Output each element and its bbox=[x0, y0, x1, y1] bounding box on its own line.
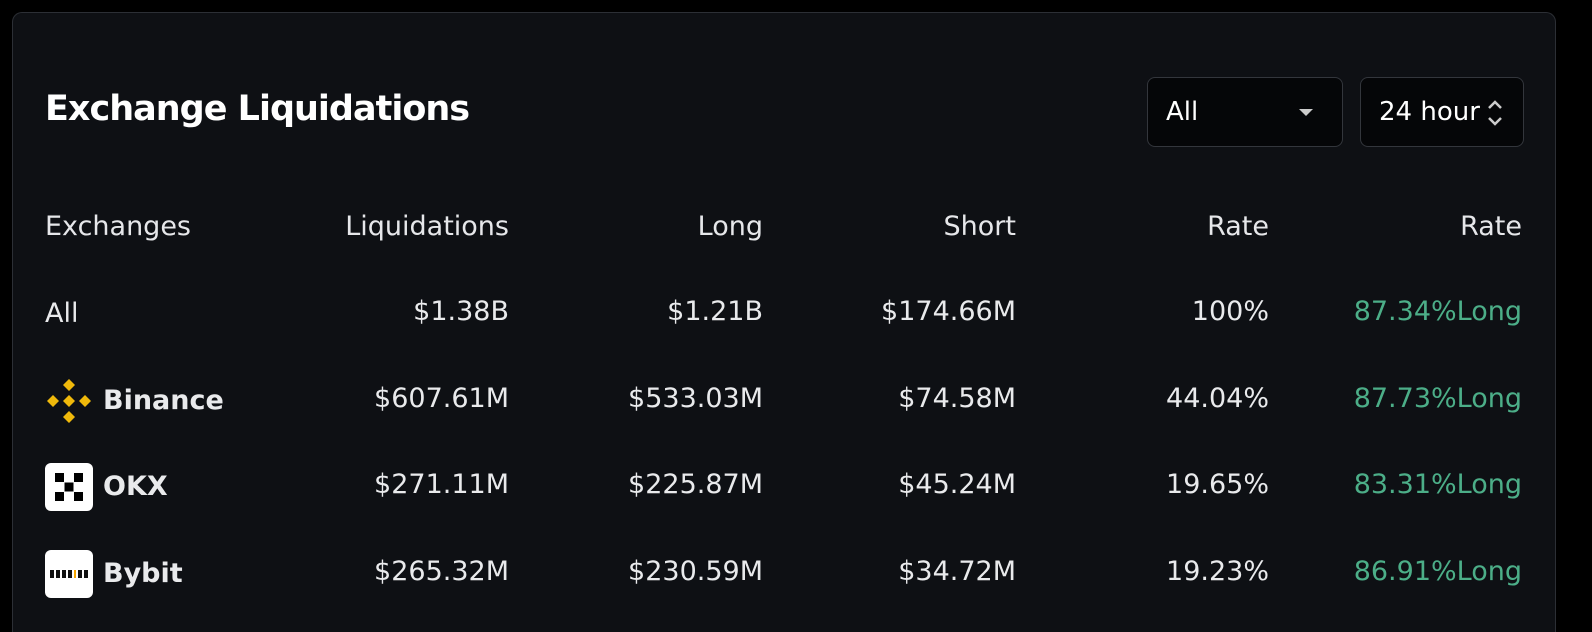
spinner-icon bbox=[1488, 100, 1502, 126]
table-cell: 100% bbox=[1191, 296, 1269, 327]
table-cell: $271.11M bbox=[374, 469, 509, 500]
column-header: Rate bbox=[1460, 211, 1522, 242]
table-cell: $45.24M bbox=[898, 469, 1016, 500]
table-cell: $174.66M bbox=[881, 296, 1016, 327]
binance-logo bbox=[47, 379, 91, 423]
exchange-name: Bybit bbox=[103, 558, 183, 589]
exchange-name: All bbox=[45, 298, 79, 329]
column-header: Rate bbox=[1207, 211, 1269, 242]
table-cell: $74.58M bbox=[898, 383, 1016, 414]
column-header: Liquidations bbox=[345, 211, 509, 242]
table-cell: $607.61M bbox=[374, 383, 509, 414]
table-cell: 19.23% bbox=[1166, 556, 1269, 587]
long-rate: 87.73%Long bbox=[1353, 383, 1522, 414]
table-cell: 19.65% bbox=[1166, 469, 1269, 500]
panel-title: Exchange Liquidations bbox=[45, 89, 470, 129]
exchange-name: Binance bbox=[103, 385, 224, 416]
long-rate: 83.31%Long bbox=[1353, 469, 1522, 500]
column-header: Short bbox=[943, 211, 1016, 242]
bybit-logo bbox=[45, 550, 93, 598]
table-cell: $1.21B bbox=[667, 296, 763, 327]
table-cell: $34.72M bbox=[898, 556, 1016, 587]
table-cell: 44.04% bbox=[1166, 383, 1269, 414]
table-cell: $265.32M bbox=[374, 556, 509, 587]
table-cell: $533.03M bbox=[628, 383, 763, 414]
table-cell: $1.38B bbox=[413, 296, 509, 327]
exchange-name: OKX bbox=[103, 471, 168, 502]
okx-logo bbox=[45, 463, 93, 511]
long-rate: 86.91%Long bbox=[1353, 556, 1522, 587]
table-cell: $225.87M bbox=[628, 469, 763, 500]
dropdown-caret bbox=[1299, 109, 1313, 116]
liquidations-panel: Exchange Liquidations All 24 hour Exchan… bbox=[12, 12, 1556, 632]
table-cell: $230.59M bbox=[628, 556, 763, 587]
filter-label: 24 hour bbox=[1379, 97, 1480, 127]
exchange-filter[interactable]: All bbox=[1147, 77, 1343, 147]
filter-label: All bbox=[1166, 97, 1199, 127]
period-filter[interactable]: 24 hour bbox=[1360, 77, 1524, 147]
column-header: Long bbox=[697, 211, 763, 242]
long-rate: 87.34%Long bbox=[1353, 296, 1522, 327]
column-header: Exchanges bbox=[45, 211, 191, 242]
